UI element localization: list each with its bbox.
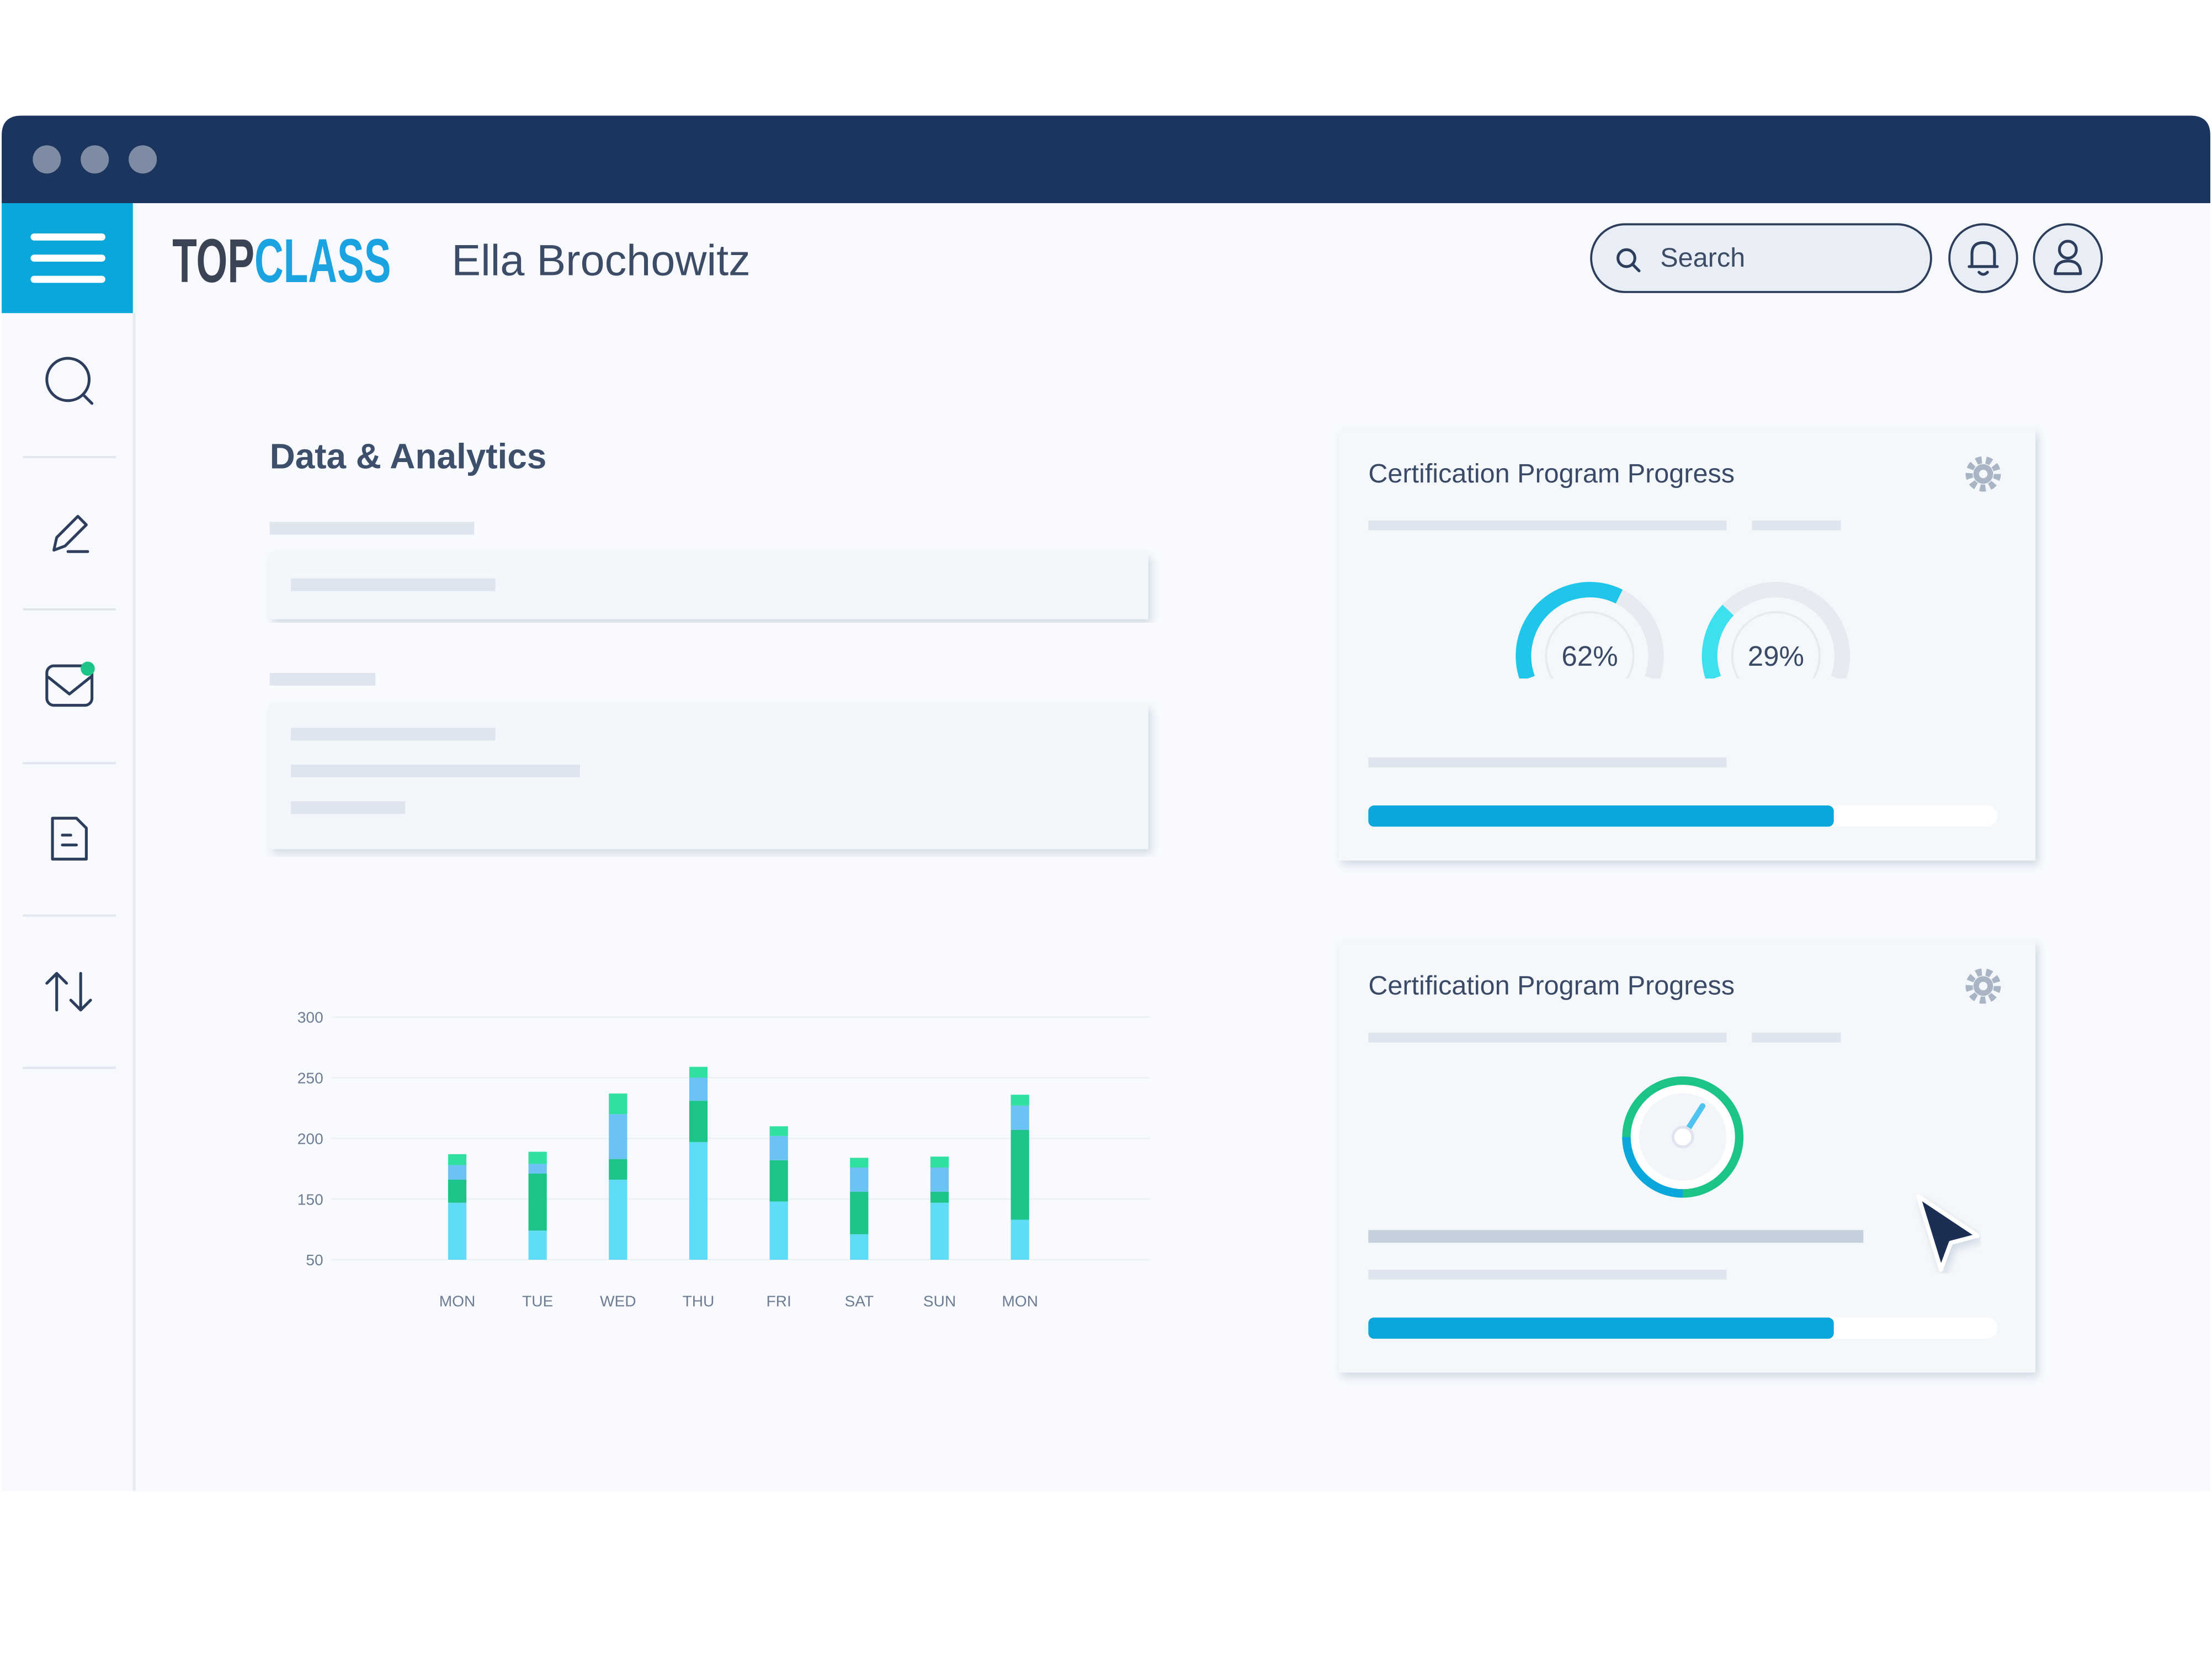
y-tick-label: 150 (297, 1191, 323, 1208)
nav-mail[interactable] (45, 664, 94, 707)
bar-segment (1011, 1219, 1029, 1260)
progress-fill (1368, 1317, 1834, 1339)
search-placeholder: Search (1660, 243, 1745, 273)
bar-segment (528, 1173, 547, 1231)
bar-segment (1011, 1105, 1029, 1130)
nav-edit[interactable] (52, 514, 89, 553)
notifications-button[interactable] (1948, 223, 2018, 293)
progress-fill (1368, 805, 1834, 827)
gauge-label: 62% (1561, 640, 1618, 672)
bar-segment (448, 1202, 467, 1260)
bar-segment (609, 1179, 628, 1260)
x-tick-label: MON (439, 1292, 476, 1309)
placeholder (1368, 1269, 1727, 1280)
placeholder (1368, 1230, 1864, 1243)
window-dot[interactable] (33, 145, 61, 174)
gauge-label: 29% (1748, 640, 1804, 672)
logo[interactable]: TOPCLASS (172, 226, 391, 295)
page-title: Data & Analytics (270, 436, 547, 476)
cursor (1916, 1194, 1980, 1272)
user-name: Ella Brochowitz (451, 235, 750, 284)
bar-segment (448, 1179, 467, 1203)
logo-suffix: CLASS (254, 226, 391, 295)
y-tick-label: 50 (306, 1251, 323, 1269)
bar-segment (1011, 1095, 1029, 1106)
x-tick-label: THU (683, 1292, 715, 1309)
user-icon (2054, 240, 2082, 275)
gauge-fill (1701, 604, 1734, 682)
sidebar-separators (23, 456, 116, 1069)
card-title: Certification Program Progress (1368, 459, 1735, 489)
placeholder (1752, 520, 1841, 530)
mail-badge (81, 661, 95, 676)
y-tick-label: 300 (297, 1009, 323, 1026)
placeholder (1752, 1032, 1841, 1043)
bar-segment (448, 1154, 467, 1165)
placeholder (269, 672, 376, 686)
placeholder (290, 578, 496, 591)
bar-segment (528, 1164, 547, 1174)
bar-segment (850, 1234, 869, 1260)
bar-segment (609, 1114, 628, 1159)
placeholder (1368, 1032, 1727, 1043)
bar-segment (850, 1191, 869, 1234)
title-bar (2, 115, 2210, 203)
window-dot[interactable] (81, 145, 109, 174)
x-tick-label: SUN (923, 1292, 956, 1309)
card (1338, 428, 2036, 861)
bar-segment (689, 1101, 708, 1142)
bar-segment (528, 1230, 547, 1260)
placeholder (290, 801, 405, 814)
bar-segment (689, 1067, 708, 1078)
sidebar (2, 313, 133, 1492)
x-tick-label: SAT (844, 1292, 874, 1309)
bar-segment (769, 1201, 788, 1260)
settings-icon[interactable] (1965, 456, 2001, 492)
bell-icon (1968, 241, 1999, 276)
bar-segment (689, 1142, 708, 1260)
nav-search[interactable] (45, 357, 94, 405)
bar-segment (930, 1202, 949, 1260)
x-tick-label: MON (1002, 1292, 1038, 1309)
bar-segment (609, 1159, 628, 1180)
bar-segment (930, 1168, 949, 1192)
bar-segment (1011, 1129, 1029, 1220)
gauge-mask (1691, 678, 1861, 707)
x-tick-label: WED (600, 1292, 636, 1309)
x-tick-label: FRI (766, 1292, 791, 1309)
nav-document[interactable] (51, 816, 88, 861)
placeholder (290, 765, 580, 778)
bar-segment (609, 1093, 628, 1115)
card-title: Certification Program Progress (1368, 971, 1735, 1001)
logo-prefix: TOP (172, 226, 254, 295)
search-box[interactable] (1590, 223, 1932, 293)
settings-icon[interactable] (1965, 968, 2001, 1004)
menu-icon (30, 233, 105, 283)
placeholder (1368, 520, 1727, 530)
placeholder (1368, 757, 1727, 768)
y-tick-label: 250 (297, 1070, 323, 1087)
dial-icon (1622, 1076, 1744, 1198)
bar-segment (769, 1126, 788, 1136)
bar-segment (769, 1160, 788, 1202)
nav-transfer[interactable] (45, 972, 92, 1012)
x-tick-label: TUE (522, 1292, 553, 1309)
bar-segment (689, 1078, 708, 1101)
y-tick-label: 200 (297, 1130, 323, 1147)
search-icon (1617, 248, 1641, 273)
bar-segment (448, 1165, 467, 1180)
placeholder (290, 728, 496, 741)
bar-segment (930, 1191, 949, 1203)
placeholder (269, 522, 475, 535)
bar-segment (850, 1158, 869, 1168)
bar-segment (850, 1168, 869, 1192)
bar-segment (769, 1136, 788, 1160)
window-dot[interactable] (129, 145, 157, 174)
bar-segment (930, 1156, 949, 1168)
bar-segment (528, 1152, 547, 1164)
gauge-mask (1505, 678, 1674, 707)
gauge-fill (1516, 582, 1623, 682)
